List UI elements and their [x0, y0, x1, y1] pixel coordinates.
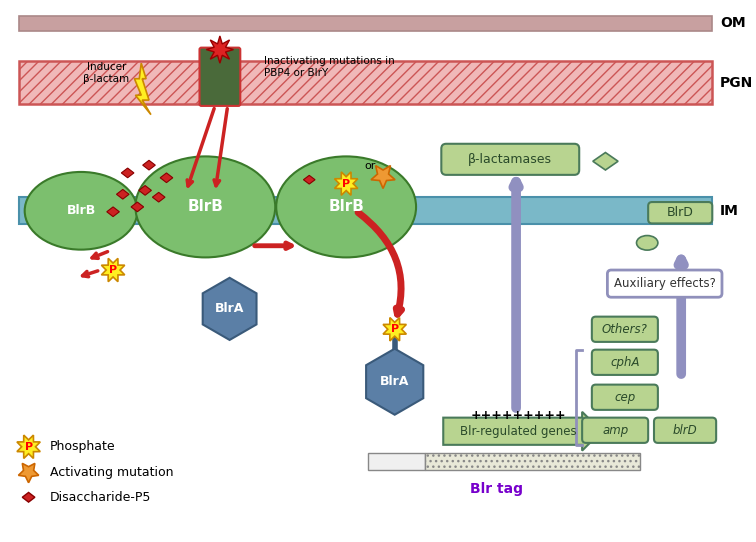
Polygon shape [116, 189, 129, 199]
Text: BlrB: BlrB [67, 204, 96, 217]
Polygon shape [366, 349, 423, 415]
Polygon shape [383, 318, 407, 341]
Text: Phosphate: Phosphate [50, 440, 116, 453]
FancyBboxPatch shape [442, 144, 579, 175]
FancyBboxPatch shape [592, 317, 658, 342]
Bar [19, 61, 712, 104]
Text: P: P [391, 324, 398, 334]
Polygon shape [17, 435, 40, 459]
Ellipse shape [276, 157, 416, 257]
FancyBboxPatch shape [592, 385, 658, 410]
Text: Auxiliary effects?: Auxiliary effects? [614, 277, 716, 290]
Text: Others?: Others? [602, 323, 648, 335]
Polygon shape [22, 493, 35, 502]
Ellipse shape [135, 157, 275, 257]
Text: or: or [364, 161, 376, 171]
Polygon shape [160, 173, 173, 183]
Polygon shape [143, 160, 155, 170]
Text: +++++++++: +++++++++ [470, 409, 565, 422]
FancyArrow shape [443, 412, 602, 450]
Text: BlrA: BlrA [215, 302, 244, 315]
Polygon shape [131, 202, 144, 212]
Polygon shape [334, 172, 358, 195]
Text: P: P [109, 265, 117, 275]
Text: Inducer
β-lactam: Inducer β-lactam [83, 62, 129, 84]
Polygon shape [121, 168, 134, 178]
Text: β-lactamases: β-lactamases [468, 153, 553, 166]
Text: Inactivating mutations in
PBP4 or BlrY: Inactivating mutations in PBP4 or BlrY [264, 56, 395, 78]
Text: Activating mutation: Activating mutation [50, 466, 173, 479]
Text: IM: IM [720, 204, 739, 218]
Polygon shape [593, 152, 618, 170]
Bar [19, 16, 712, 31]
Bar [425, 453, 640, 470]
Text: Blr-regulated genes: Blr-regulated genes [460, 425, 576, 438]
Polygon shape [153, 192, 165, 202]
Text: P: P [342, 179, 350, 189]
Text: P: P [24, 442, 33, 452]
FancyBboxPatch shape [200, 48, 240, 106]
Polygon shape [371, 166, 395, 189]
Bar [19, 197, 712, 224]
FancyBboxPatch shape [648, 202, 712, 223]
Polygon shape [107, 207, 119, 217]
Polygon shape [101, 259, 125, 282]
Text: amp: amp [602, 424, 628, 437]
Text: OM: OM [720, 16, 745, 30]
FancyBboxPatch shape [607, 270, 722, 297]
Text: BlrA: BlrA [380, 375, 410, 388]
Text: cep: cep [614, 391, 636, 404]
Text: BlrD: BlrD [667, 207, 694, 219]
Text: Disaccharide-P5: Disaccharide-P5 [50, 491, 151, 504]
FancyBboxPatch shape [592, 350, 658, 375]
Text: Blr tag: Blr tag [470, 482, 523, 496]
Bar [368, 453, 425, 470]
Polygon shape [18, 463, 39, 483]
Polygon shape [206, 36, 234, 63]
Text: BlrB: BlrB [187, 199, 223, 215]
Polygon shape [203, 278, 256, 340]
Text: BlrB: BlrB [328, 199, 364, 215]
Text: PGN: PGN [720, 75, 753, 89]
FancyBboxPatch shape [582, 418, 648, 443]
Ellipse shape [25, 172, 138, 250]
FancyBboxPatch shape [654, 418, 716, 443]
Text: cphA: cphA [610, 356, 640, 369]
Ellipse shape [637, 236, 658, 250]
Text: blrD: blrD [673, 424, 697, 437]
Polygon shape [139, 185, 151, 195]
Polygon shape [303, 176, 315, 184]
Polygon shape [135, 63, 151, 115]
